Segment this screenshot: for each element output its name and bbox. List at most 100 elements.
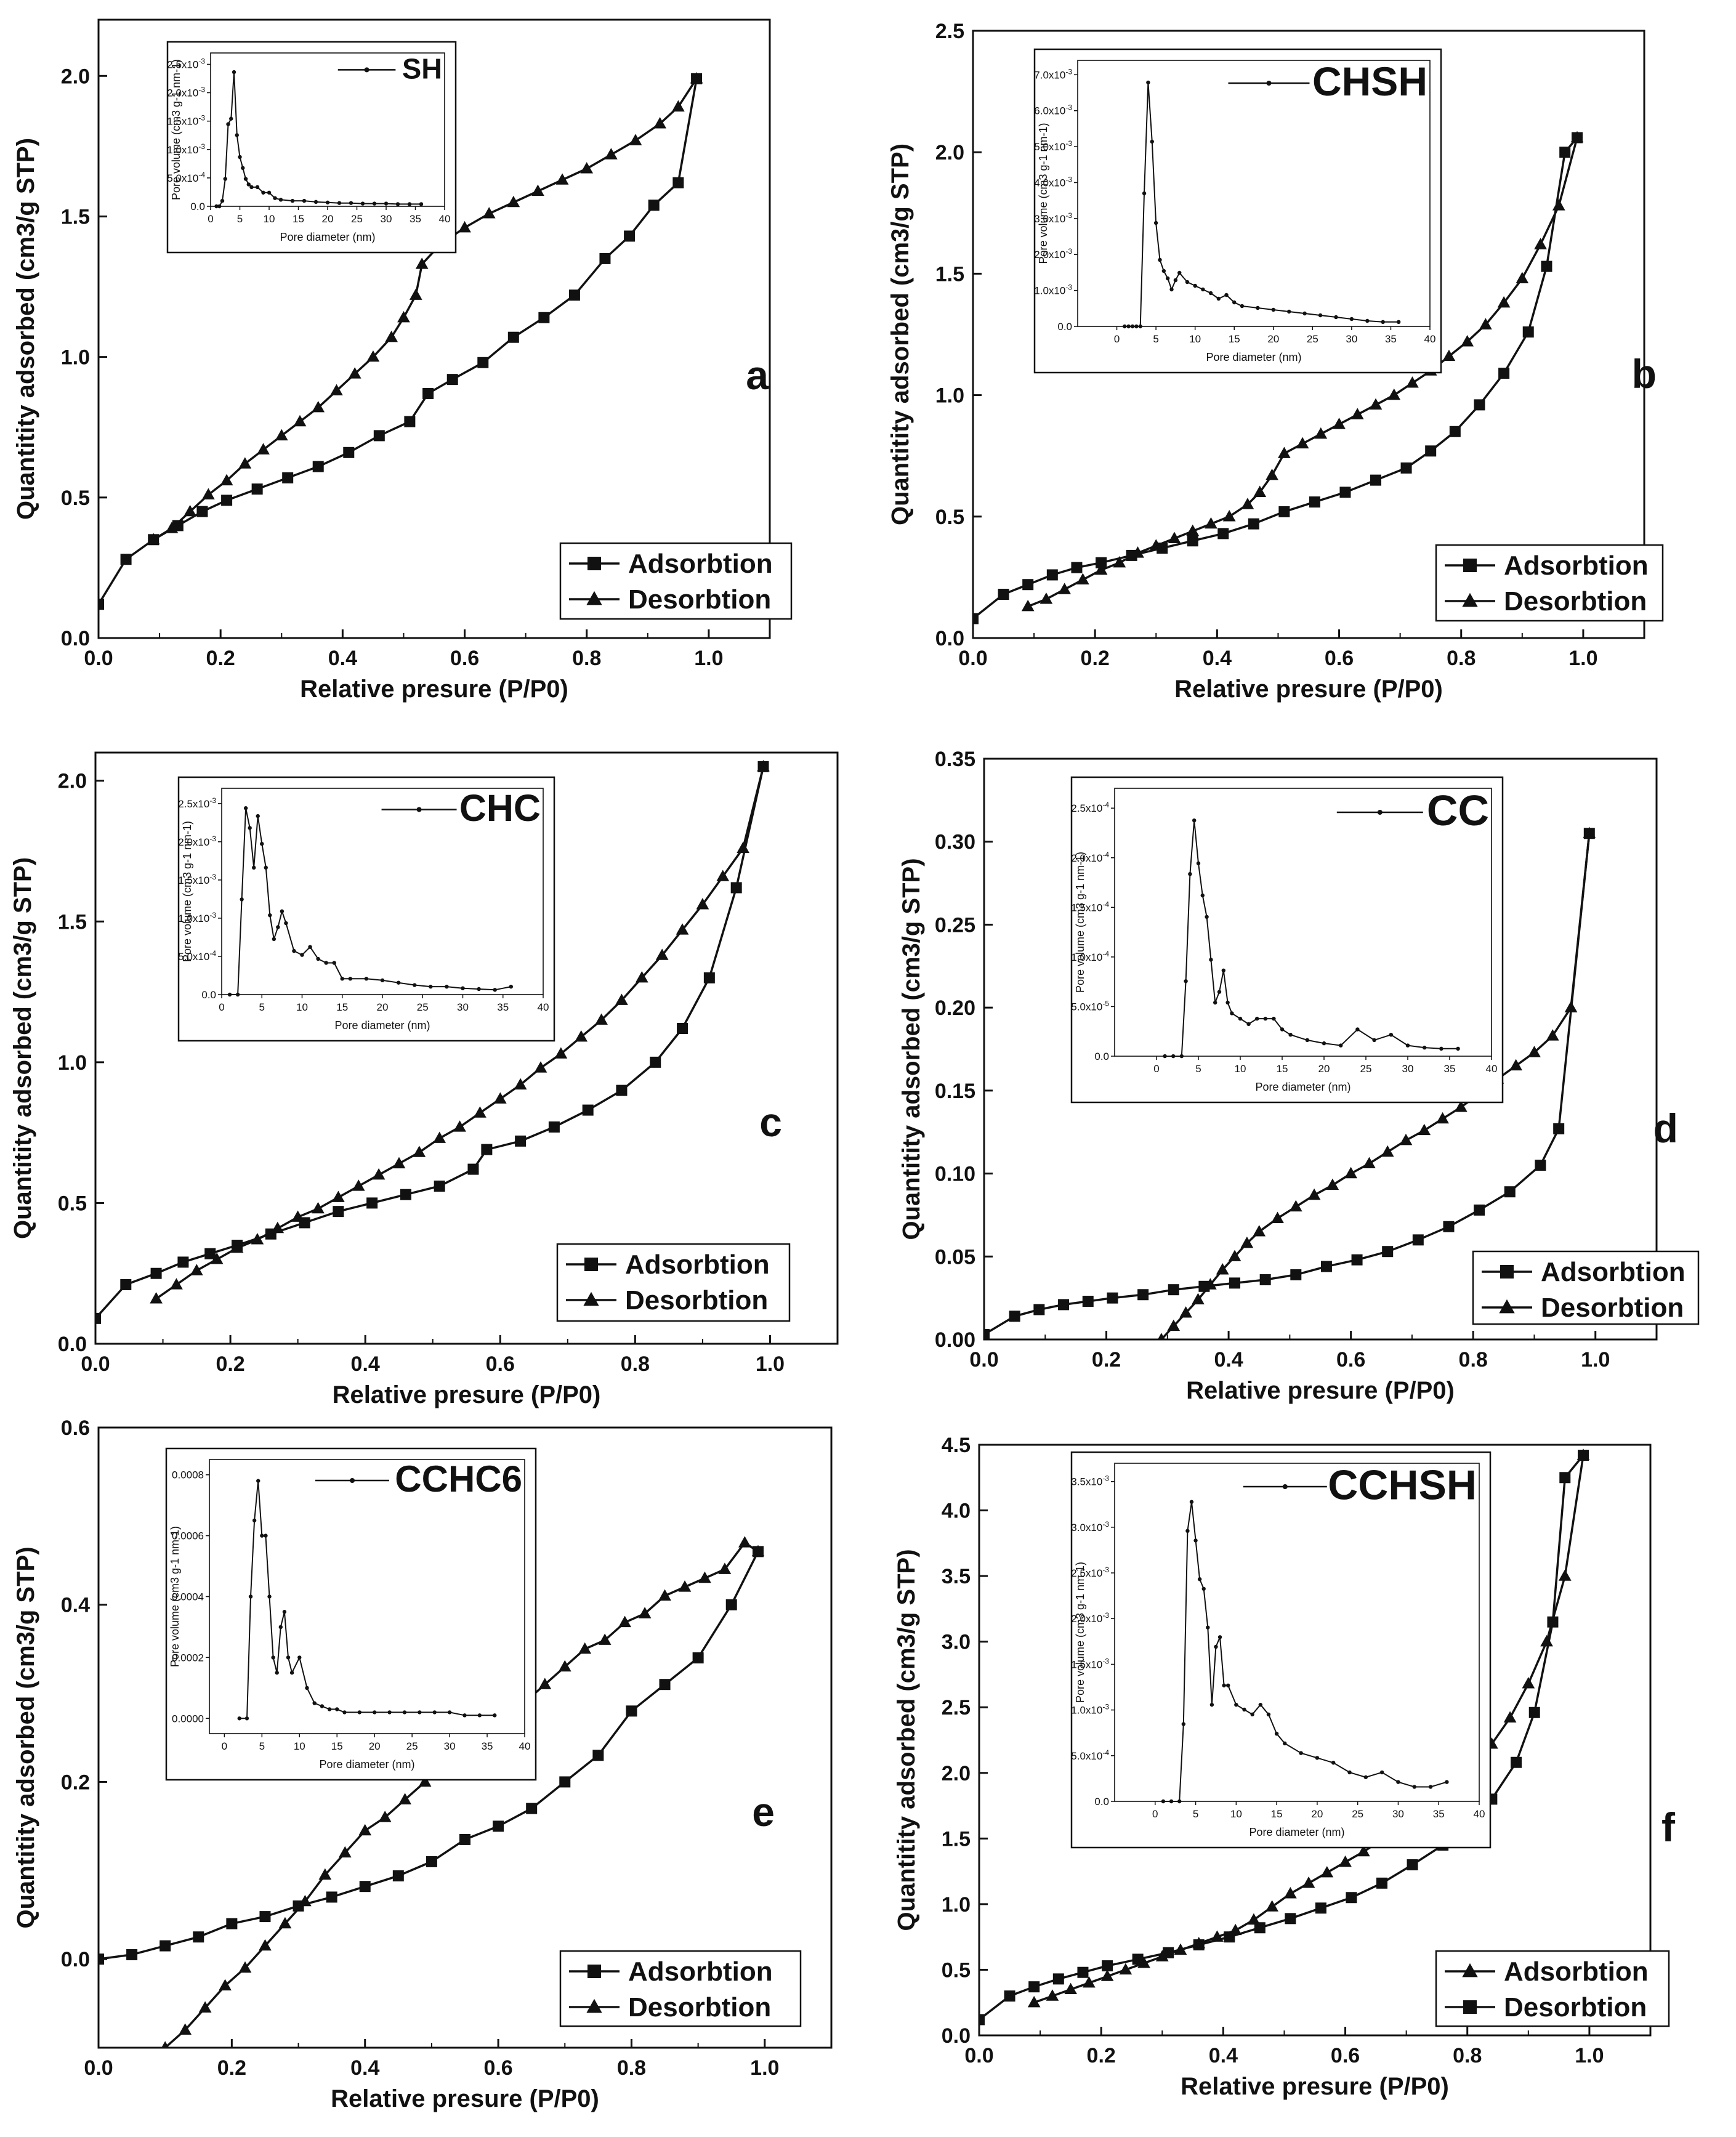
- inset-data-point: [1379, 1770, 1384, 1775]
- inset-data-point: [413, 983, 417, 987]
- inset-chart: 0 5 10 15 20 25 30 35 40 0.0 1.0x10-3 2.0x10-3 3.0x1…: [1033, 48, 1442, 374]
- y-tick-label: 1.5: [61, 205, 90, 228]
- x-tick-label: 0.2: [216, 1352, 244, 1376]
- legend-marker: [1462, 1963, 1478, 1977]
- inset-data-point: [286, 1655, 291, 1660]
- data-point: [703, 972, 715, 984]
- data-point: [1259, 1274, 1271, 1286]
- inset-data-point: [278, 198, 283, 202]
- x-tick-label: 0.4: [1203, 647, 1232, 670]
- data-point: [404, 416, 416, 427]
- inset-y-tick-label: 2.0x10-3: [167, 86, 205, 99]
- x-tick-label: 1.0: [756, 1352, 785, 1376]
- data-point: [716, 870, 730, 881]
- data-point: [179, 2023, 192, 2035]
- legend-marker: [1500, 1265, 1514, 1279]
- inset-y-tick-label: 2.5x10-3: [178, 796, 216, 810]
- inset-y-tick-label: 0.0: [201, 989, 216, 1001]
- data-point: [1522, 326, 1534, 338]
- inset-data-point: [1130, 324, 1135, 329]
- inset-data-point: [1271, 307, 1275, 312]
- data-point: [515, 1135, 527, 1147]
- data-point: [534, 1061, 547, 1073]
- data-point: [1046, 1989, 1059, 2001]
- inset-x-tick-label: 5: [259, 1740, 265, 1752]
- data-point: [1339, 1855, 1352, 1867]
- inset-data-point: [1209, 958, 1213, 962]
- inset-data-point: [1201, 287, 1205, 292]
- inset-data-point: [1208, 291, 1213, 296]
- x-tick-label: 0.4: [351, 1352, 380, 1376]
- inset-x-tick-label: 5: [237, 213, 243, 225]
- inset-data-point: [1189, 1500, 1194, 1504]
- inset-chart: 0 5 10 15 20 25 30 35 40 0.0 5.0x10-4 1.0x10-3 1.5x1…: [166, 41, 457, 254]
- y-axis-label: Quantitity adsorbed (cm3/g STP): [898, 858, 925, 1240]
- data-point: [1157, 1333, 1165, 1339]
- inset-data-point: [1287, 309, 1291, 314]
- inset-x-axis-label: Pore diameter (nm): [1206, 351, 1301, 363]
- inset-y-tick-label: 2.5x10-3: [167, 57, 205, 70]
- data-point: [238, 1961, 252, 1973]
- inset-data-point: [1318, 313, 1323, 318]
- data-point: [415, 257, 429, 269]
- inset-data-point: [1200, 893, 1205, 898]
- data-point: [1552, 199, 1565, 211]
- inset-y-tick-label: 1.0x10-3: [1034, 283, 1072, 297]
- legend-marker: [584, 1258, 598, 1271]
- x-tick-label: 0.8: [621, 1352, 650, 1376]
- inset-y-tick-label: 0.0006: [172, 1530, 204, 1542]
- data-point: [1370, 474, 1381, 486]
- inset-data-point: [1439, 1046, 1443, 1051]
- data-point: [1052, 1973, 1064, 1985]
- data-point: [538, 312, 550, 323]
- data-point: [219, 1979, 232, 1990]
- inset-x-tick-label: 10: [1235, 1063, 1246, 1075]
- data-point: [1400, 462, 1412, 474]
- data-point: [1376, 1877, 1387, 1889]
- legend-marker: [586, 1998, 602, 2013]
- inset-data-point: [243, 806, 248, 810]
- inset-data-point: [1266, 1712, 1271, 1717]
- data-point: [413, 1145, 426, 1157]
- inset-x-tick-label: 0: [1114, 333, 1120, 345]
- data-point: [433, 1131, 446, 1143]
- inset-data-point: [305, 1686, 309, 1691]
- data-point: [1229, 1277, 1241, 1289]
- data-point: [1511, 1756, 1522, 1768]
- data-point: [751, 1545, 765, 1557]
- inset-data-point: [300, 953, 304, 957]
- inset-data-point: [1179, 1054, 1184, 1059]
- inset-x-tick-label: 15: [1229, 333, 1240, 345]
- inset-data-point: [248, 1594, 253, 1599]
- inset-y-tick-label: 2.5x10-3: [1071, 1565, 1109, 1579]
- inset-x-tick-label: 25: [351, 213, 363, 225]
- inset-x-tick-label: 15: [1277, 1063, 1288, 1075]
- data-point: [333, 1206, 344, 1218]
- inset-data-point: [1230, 1011, 1234, 1016]
- inset-data-point: [1405, 1043, 1410, 1048]
- inset-y-tick-label: 6.0x10-3: [1034, 103, 1072, 117]
- inset-data-point: [1185, 1529, 1190, 1533]
- inset-x-tick-label: 15: [1271, 1808, 1283, 1820]
- inset-data-point: [1165, 276, 1170, 281]
- inset-data-point: [1242, 1707, 1246, 1712]
- data-point: [655, 948, 669, 960]
- data-point: [1022, 579, 1034, 591]
- data-point: [998, 589, 1009, 600]
- data-point: [696, 898, 709, 910]
- inset-legend-label: CCHSH: [1328, 1461, 1477, 1508]
- inset-data-point: [1205, 915, 1209, 919]
- x-axis-label: Relative presure (P/P0): [333, 1381, 601, 1408]
- data-point: [385, 330, 398, 342]
- inset-data-point: [302, 198, 307, 203]
- inset-data-point: [1258, 1702, 1262, 1707]
- inset-y-axis-label: Pore volume (cm3 g-1 nm-1): [181, 821, 193, 962]
- data-point: [1290, 1269, 1302, 1280]
- inset-x-tick-label: 10: [296, 1001, 308, 1013]
- data-point: [1058, 1299, 1070, 1311]
- data-point: [677, 1023, 688, 1034]
- y-tick-label: 2.0: [61, 65, 90, 88]
- data-point: [635, 971, 648, 983]
- inset-x-tick-label: 35: [482, 1740, 493, 1752]
- data-point: [1228, 1250, 1241, 1261]
